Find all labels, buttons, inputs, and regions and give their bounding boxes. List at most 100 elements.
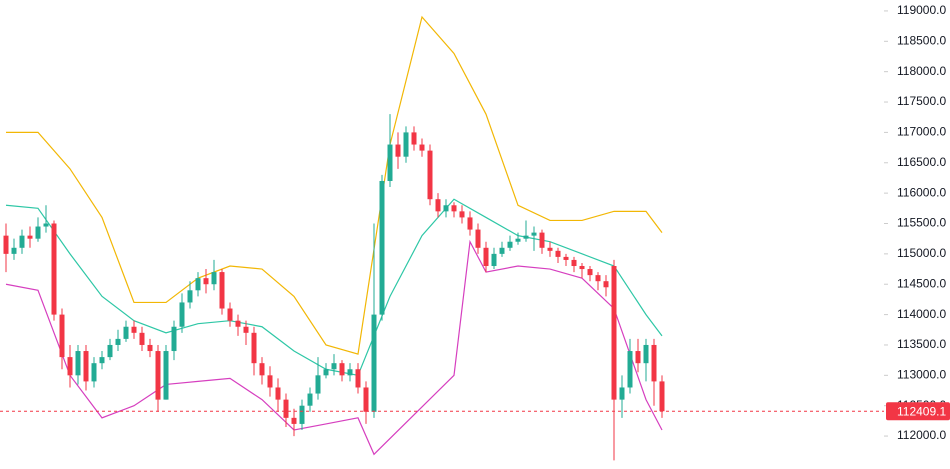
y-tick-label: 112000.0 xyxy=(897,428,946,442)
candle-body xyxy=(291,417,297,424)
candle-body xyxy=(19,235,25,248)
y-tick-label: 119000.0 xyxy=(897,3,946,17)
candle-body xyxy=(307,393,313,406)
candle-body xyxy=(235,320,241,327)
candle-body xyxy=(403,132,409,157)
candle-body xyxy=(467,217,473,230)
candle-body xyxy=(187,290,193,303)
y-tick-label: 113500.0 xyxy=(897,337,946,351)
candle-body xyxy=(555,250,561,257)
candle-body xyxy=(531,232,537,236)
price-axis: 119000.0 118500.0 118000.0 117500.0 117000.0… xyxy=(884,3,950,442)
candle-body xyxy=(3,235,9,254)
candle-body xyxy=(523,235,529,239)
candle-body xyxy=(651,344,657,382)
candle-body xyxy=(171,326,177,352)
candle-body xyxy=(83,351,89,382)
candle-body xyxy=(91,363,97,382)
candle-body xyxy=(155,351,161,400)
candle-body xyxy=(67,357,73,376)
candle-body xyxy=(259,363,265,376)
candle-body xyxy=(435,199,441,212)
candle-body xyxy=(659,381,665,412)
band-line xyxy=(5,239,663,456)
candle-body xyxy=(459,211,465,218)
candle-body xyxy=(275,387,281,400)
candle-body xyxy=(475,229,481,248)
y-tick-label: 116000.0 xyxy=(897,185,946,199)
candle-body xyxy=(507,241,513,248)
y-tick-label: 117500.0 xyxy=(897,94,946,108)
last-price-label: 112409.1 xyxy=(897,404,946,418)
candle-body xyxy=(179,302,185,327)
candle-body xyxy=(139,332,145,345)
candle-body xyxy=(499,247,505,254)
y-tick-label: 115500.0 xyxy=(897,216,946,230)
candle-body xyxy=(395,144,401,157)
candle-body xyxy=(347,369,353,376)
candle-body xyxy=(635,351,641,364)
y-tick-label: 114500.0 xyxy=(897,276,946,290)
candle-body xyxy=(267,375,273,388)
candle-body xyxy=(11,247,17,254)
y-tick-label: 116500.0 xyxy=(897,155,946,169)
candle-body xyxy=(595,275,601,282)
candle-body xyxy=(115,338,121,345)
candle-body xyxy=(363,387,369,412)
candle-body xyxy=(51,223,57,315)
candle-body xyxy=(611,266,617,400)
candle-body xyxy=(283,399,289,418)
candle-body xyxy=(411,132,417,145)
band-line xyxy=(5,198,663,377)
candle-body xyxy=(195,278,201,291)
candle-body xyxy=(147,344,153,352)
candle-body xyxy=(163,351,169,400)
y-tick-label: 118000.0 xyxy=(897,64,946,78)
candle-body xyxy=(491,253,497,267)
candle-body xyxy=(643,344,649,364)
candle-body xyxy=(203,278,209,285)
candle-body xyxy=(603,281,609,288)
candle-body xyxy=(355,369,361,388)
candle-body xyxy=(35,226,41,239)
candle-body xyxy=(315,375,321,394)
candle-body xyxy=(219,272,225,309)
candle-body xyxy=(371,314,377,412)
band-line xyxy=(6,15,663,355)
candle-body xyxy=(27,235,33,239)
candle-body xyxy=(379,180,385,315)
candle-body xyxy=(419,144,425,151)
candle-body xyxy=(211,272,217,285)
candle-body xyxy=(123,326,129,339)
candle-body xyxy=(243,326,249,333)
candle-body xyxy=(587,269,593,276)
y-tick-label: 117000.0 xyxy=(897,125,946,139)
candle-body xyxy=(387,144,393,181)
candle-body xyxy=(627,351,633,388)
candle-body xyxy=(43,223,49,227)
candle-body xyxy=(331,363,337,370)
candle-body xyxy=(251,332,257,364)
candle-body xyxy=(571,259,577,267)
candle-body xyxy=(515,238,521,242)
candle-body xyxy=(299,405,305,424)
candle-body xyxy=(547,247,553,251)
y-tick-label: 118500.0 xyxy=(897,33,946,47)
candle-body xyxy=(427,150,433,200)
candle-body xyxy=(579,266,585,270)
candle-body xyxy=(483,247,489,267)
candle-body xyxy=(539,232,545,248)
plot-area xyxy=(0,15,884,461)
candle-body xyxy=(107,344,113,358)
candle-body xyxy=(563,256,569,260)
candle-body xyxy=(339,363,345,376)
candle-body xyxy=(443,205,449,212)
y-tick-label: 113000.0 xyxy=(897,368,946,382)
last-price-badge xyxy=(886,402,950,421)
candle-body xyxy=(99,357,105,364)
candle-body xyxy=(131,326,137,333)
candle-body xyxy=(323,369,329,376)
y-tick-label: 114000.0 xyxy=(897,307,946,321)
